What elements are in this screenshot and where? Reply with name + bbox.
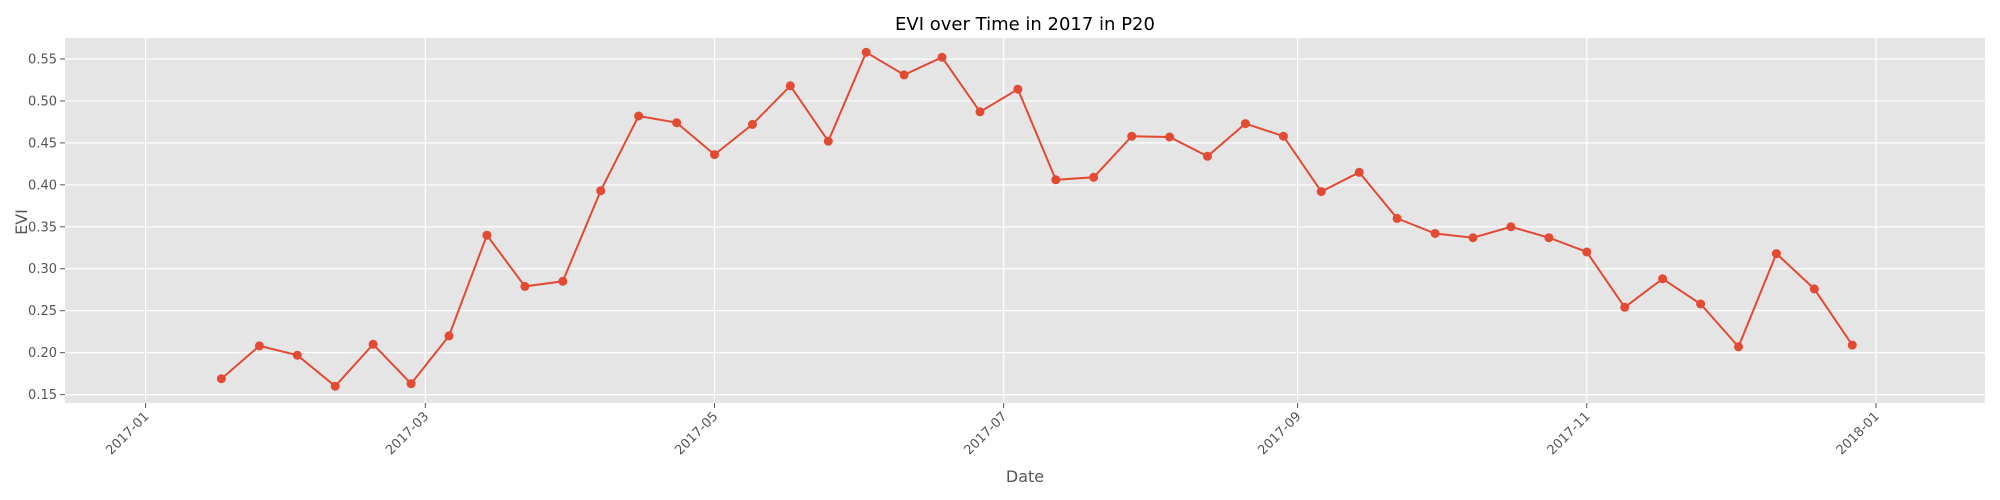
- data-point: [1696, 299, 1706, 309]
- y-tick-label: 0.50: [28, 94, 57, 109]
- data-point: [899, 70, 909, 80]
- data-point: [558, 276, 568, 286]
- y-axis-label: EVI: [12, 209, 31, 235]
- y-tick-label: 0.35: [28, 220, 57, 235]
- y-tick-label: 0.45: [28, 136, 57, 151]
- data-point: [975, 107, 985, 117]
- plot-area-background: [65, 38, 1985, 403]
- x-axis-label: Date: [1006, 467, 1044, 486]
- data-point: [747, 119, 757, 129]
- data-point: [1203, 151, 1212, 161]
- data-point: [1658, 274, 1668, 284]
- data-point: [444, 331, 454, 341]
- data-point: [216, 374, 226, 384]
- data-point: [672, 118, 682, 128]
- data-point: [520, 281, 530, 291]
- y-axis-ticks: 0.15 0.20 0.25 0.30 0.35 0.40 0.45 0.50 0.55: [28, 52, 65, 403]
- series-line: [220, 50, 1854, 388]
- grid-lines: [65, 38, 1985, 403]
- data-point: [368, 339, 378, 349]
- data-point: [1278, 131, 1288, 141]
- data-point: [1240, 119, 1250, 129]
- data-point: [1089, 172, 1099, 182]
- x-axis-ticks: 2017-01 2017-03 2017-05 2017-07 2017-09 2017-…: [103, 403, 1883, 458]
- data-point: [823, 136, 833, 146]
- data-point: [634, 111, 644, 121]
- data-points: [216, 47, 1857, 391]
- data-point: [861, 47, 871, 57]
- x-tick-label: 2017-09: [1255, 409, 1304, 458]
- data-point: [596, 186, 606, 196]
- data-point: [1582, 247, 1592, 257]
- data-point: [1506, 222, 1516, 232]
- data-point: [1771, 249, 1781, 259]
- x-tick-label: 2018-01: [1834, 409, 1883, 458]
- data-point: [785, 81, 795, 91]
- data-point: [482, 230, 492, 240]
- y-tick-label: 0.25: [28, 304, 57, 319]
- data-point: [1165, 132, 1175, 142]
- x-tick-label: 2017-11: [1545, 409, 1594, 458]
- x-tick-label: 2017-03: [383, 409, 432, 458]
- data-point: [254, 341, 264, 351]
- data-point: [937, 52, 947, 62]
- data-point: [1392, 213, 1402, 223]
- data-point: [710, 150, 719, 160]
- chart-title: EVI over Time in 2017 in P20: [895, 14, 1155, 35]
- data-point: [1127, 131, 1137, 141]
- data-point: [1013, 84, 1023, 94]
- data-point: [1620, 302, 1630, 312]
- data-point: [1430, 229, 1440, 238]
- data-point: [1051, 175, 1061, 185]
- data-point: [1544, 233, 1554, 243]
- data-point: [292, 350, 302, 360]
- y-tick-label: 0.55: [28, 52, 57, 67]
- y-tick-label: 0.40: [28, 178, 57, 193]
- x-tick-label: 2017-01: [103, 409, 152, 458]
- data-point: [1809, 284, 1819, 294]
- y-tick-label: 0.15: [28, 388, 57, 403]
- data-point: [1847, 340, 1857, 350]
- data-point: [406, 379, 416, 389]
- data-point: [330, 381, 340, 391]
- y-tick-label: 0.30: [28, 262, 57, 277]
- x-tick-label: 2017-05: [672, 409, 721, 458]
- data-point: [1734, 342, 1743, 352]
- x-tick-label: 2017-07: [961, 409, 1010, 458]
- data-point: [1468, 233, 1478, 243]
- data-point: [1316, 187, 1326, 197]
- data-point: [1354, 167, 1364, 177]
- y-tick-label: 0.20: [28, 346, 57, 361]
